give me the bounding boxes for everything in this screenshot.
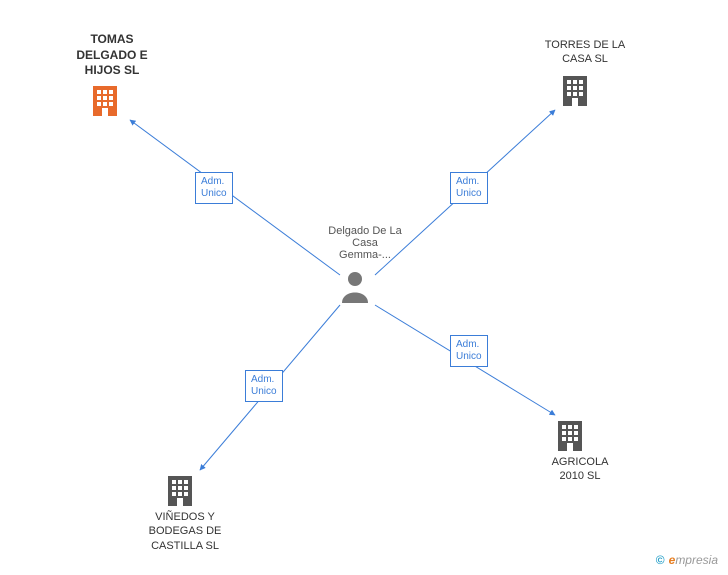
person-label: Delgado De La Casa Gemma-... (325, 225, 405, 261)
edge-label: Adm.Unico (195, 172, 233, 204)
company-label: TOMAS DELGADO E HIJOS SL (62, 32, 162, 79)
company-icon[interactable] (558, 421, 582, 451)
company-icon[interactable] (93, 86, 117, 116)
company-label: VIÑEDOS Y BODEGAS DE CASTILLA SL (140, 510, 230, 553)
watermark: © empresia (656, 553, 718, 567)
company-label: AGRICOLA 2010 SL (540, 455, 620, 484)
diagram-canvas (0, 0, 728, 575)
person-icon[interactable] (342, 272, 368, 303)
watermark-text: empresia (669, 553, 718, 567)
company-label: TORRES DE LA CASA SL (540, 38, 630, 67)
edge-label: Adm.Unico (450, 335, 488, 367)
copyright-symbol: © (656, 553, 665, 567)
edge-label: Adm.Unico (245, 370, 283, 402)
edge-line (130, 120, 340, 275)
company-icon[interactable] (168, 476, 192, 506)
edge-label: Adm.Unico (450, 172, 488, 204)
company-icon[interactable] (563, 76, 587, 106)
